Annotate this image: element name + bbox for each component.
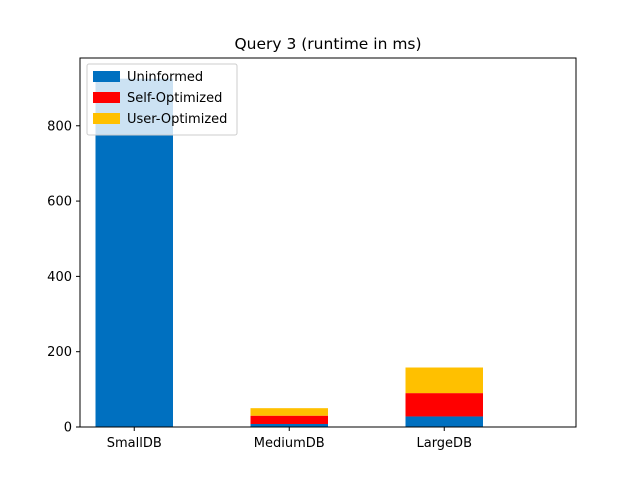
x-tick-label: MediumDB: [254, 436, 325, 451]
bar-largedb-uninformed: [405, 416, 483, 427]
plot-area: [95, 78, 483, 428]
legend-label: User-Optimized: [127, 112, 227, 127]
y-tick-label: 800: [47, 119, 72, 134]
chart-title: Query 3 (runtime in ms): [234, 35, 421, 53]
y-tick-label: 200: [47, 345, 72, 360]
bar-smalldb-uninformed: [95, 78, 173, 428]
bar-largedb-self-optimized: [405, 393, 483, 417]
legend-label: Self-Optimized: [127, 91, 222, 106]
y-tick-label: 0: [64, 421, 72, 436]
legend-box: [86, 63, 238, 136]
bar-mediumdb-self-optimized: [250, 415, 328, 424]
y-tick-label: 600: [47, 195, 72, 210]
x-tick-label: LargeDB: [416, 436, 472, 451]
legend: Uninformed Self-Optimized User-Optimized: [86, 63, 238, 136]
legend-swatch-self-optimized: [93, 92, 120, 103]
plot-frame: [79, 57, 577, 428]
legend-swatch-user-optimized: [93, 113, 120, 124]
bar-mediumdb-user-optimized: [250, 408, 328, 416]
legend-label: Uninformed: [127, 70, 203, 85]
y-tick-label: 400: [47, 270, 72, 285]
y-axis: 0 200 400 600 800: [47, 119, 80, 436]
bar-mediumdb-uninformed: [250, 423, 328, 427]
legend-swatch-uninformed: [93, 71, 120, 82]
x-tick-label: SmallDB: [107, 436, 162, 451]
bar-largedb-user-optimized: [405, 367, 483, 394]
x-axis: SmallDB MediumDB LargeDB: [107, 427, 472, 451]
